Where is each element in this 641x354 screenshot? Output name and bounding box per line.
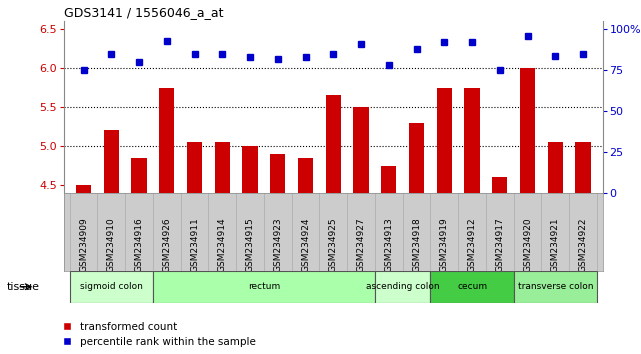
Bar xyxy=(576,142,591,193)
Bar xyxy=(131,158,147,193)
Bar xyxy=(326,95,341,193)
Text: transverse colon: transverse colon xyxy=(517,282,593,291)
Bar xyxy=(104,131,119,193)
Bar xyxy=(242,146,258,193)
Bar xyxy=(153,271,375,303)
Bar xyxy=(513,271,597,303)
Text: cecum: cecum xyxy=(457,282,487,291)
Bar xyxy=(547,142,563,193)
Bar xyxy=(70,271,153,303)
Bar xyxy=(375,271,431,303)
Bar xyxy=(159,87,174,193)
Text: tissue: tissue xyxy=(6,282,39,292)
Bar xyxy=(215,142,230,193)
Bar xyxy=(492,177,508,193)
Bar xyxy=(270,154,285,193)
Text: ascending colon: ascending colon xyxy=(366,282,440,291)
Bar xyxy=(381,166,397,193)
Bar xyxy=(465,87,479,193)
Bar xyxy=(353,107,369,193)
Bar xyxy=(187,142,202,193)
Text: rectum: rectum xyxy=(248,282,280,291)
Bar xyxy=(520,68,535,193)
Legend: transformed count, percentile rank within the sample: transformed count, percentile rank withi… xyxy=(63,322,256,347)
Bar xyxy=(76,185,91,193)
Bar xyxy=(437,87,452,193)
Bar xyxy=(298,158,313,193)
Bar xyxy=(409,123,424,193)
Bar xyxy=(431,271,513,303)
Text: GDS3141 / 1556046_a_at: GDS3141 / 1556046_a_at xyxy=(64,6,224,19)
Text: sigmoid colon: sigmoid colon xyxy=(80,282,143,291)
